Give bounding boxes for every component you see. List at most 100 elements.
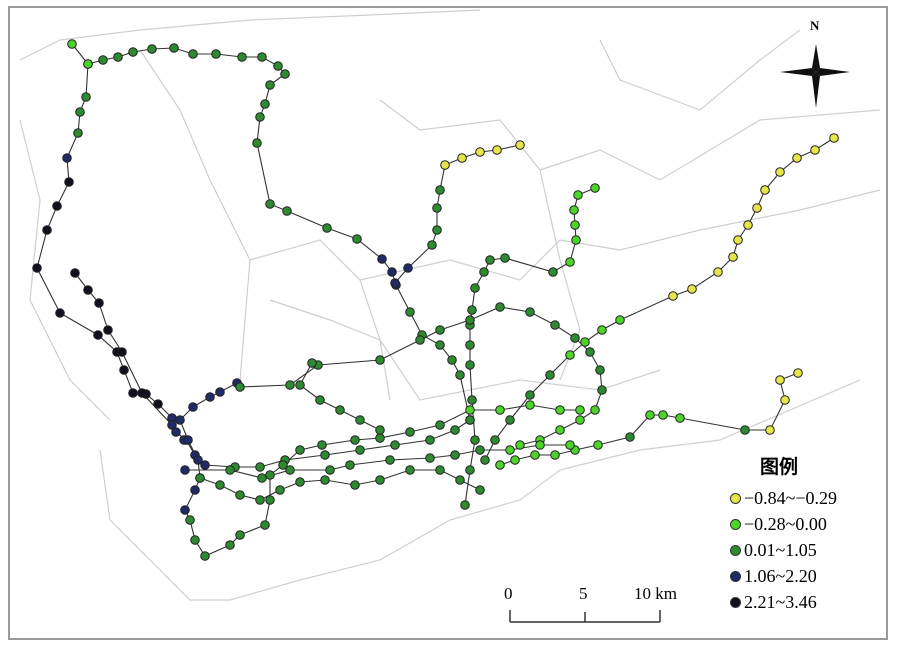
station-marker <box>580 337 590 347</box>
station-marker <box>427 240 437 250</box>
station-marker <box>645 410 655 420</box>
station-marker <box>465 360 475 370</box>
station-marker <box>675 413 685 423</box>
legend-label: −0.84~−0.29 <box>744 487 838 508</box>
legend-label: 0.01~1.05 <box>744 539 817 560</box>
station-marker <box>350 435 360 445</box>
station-marker <box>565 257 575 267</box>
station-marker <box>282 206 292 216</box>
station-marker <box>740 425 750 435</box>
station-marker <box>590 405 600 415</box>
station-marker <box>117 347 127 357</box>
station-marker <box>315 395 325 405</box>
station-marker <box>525 307 535 317</box>
station-marker <box>465 415 475 425</box>
station-marker <box>352 234 362 244</box>
station-marker <box>235 382 245 392</box>
station-marker <box>73 128 83 138</box>
station-marker <box>345 460 355 470</box>
station-marker <box>415 335 425 345</box>
station-marker <box>377 254 387 264</box>
station-marker <box>235 530 245 540</box>
north-label: N <box>810 18 820 33</box>
station-marker <box>475 147 485 157</box>
station-marker <box>257 473 267 483</box>
station-marker <box>495 460 505 470</box>
station-marker <box>490 435 500 445</box>
station-marker <box>590 183 600 193</box>
station-marker <box>295 380 305 390</box>
station-marker <box>113 52 123 62</box>
station-marker <box>180 465 190 475</box>
station-marker <box>169 43 179 53</box>
station-marker <box>167 420 177 430</box>
legend-item: 1.06~2.20 <box>730 563 880 589</box>
district-boundaries <box>19 9 881 601</box>
station-marker <box>175 415 185 425</box>
district-boundary <box>539 169 581 381</box>
station-marker <box>285 465 295 475</box>
station-marker <box>492 145 502 155</box>
station-marker <box>780 395 790 405</box>
station-marker <box>545 370 555 380</box>
station-marker <box>467 305 477 315</box>
station-marker <box>550 320 560 330</box>
station-marker <box>515 440 525 450</box>
station-marker <box>570 333 580 343</box>
station-marker <box>190 535 200 545</box>
station-marker <box>255 112 265 122</box>
station-marker <box>658 410 668 420</box>
station-marker <box>375 475 385 485</box>
station-marker <box>450 425 460 435</box>
station-marker <box>565 350 575 360</box>
legend-item: −0.28~0.00 <box>730 511 880 537</box>
station-marker <box>569 205 579 215</box>
station-marker <box>425 453 435 463</box>
station-marker <box>775 167 785 177</box>
station-marker <box>355 445 365 455</box>
station-marker <box>435 420 445 430</box>
station-marker <box>128 47 138 57</box>
scale-label-5: 5 <box>579 584 588 603</box>
station-marker <box>387 267 397 277</box>
station-marker <box>200 460 210 470</box>
station-marker <box>810 145 820 155</box>
station-marker <box>64 177 74 187</box>
station-marker <box>103 325 113 335</box>
station-marker <box>525 400 535 410</box>
district-boundary <box>19 119 111 421</box>
station-marker <box>573 190 583 200</box>
legend-title: 图例 <box>760 456 799 478</box>
station-marker <box>55 308 65 318</box>
station-marker <box>375 425 385 435</box>
station-marker <box>775 375 785 385</box>
station-marker <box>505 415 515 425</box>
station-marker <box>465 340 475 350</box>
legend-swatch <box>730 596 741 608</box>
station-marker <box>322 223 332 233</box>
station-marker <box>432 203 442 213</box>
station-marker <box>570 220 580 230</box>
legend-swatch <box>730 544 741 556</box>
legend-swatch <box>730 492 741 504</box>
station-marker <box>200 551 210 561</box>
station-marker <box>435 465 445 475</box>
station-marker <box>237 52 247 62</box>
station-marker <box>403 263 413 273</box>
station-marker <box>183 435 193 445</box>
station-marker <box>147 44 157 54</box>
station-marker <box>555 425 565 435</box>
station-marker <box>83 59 93 69</box>
station-marker <box>215 480 225 490</box>
station-marker <box>375 355 385 365</box>
station-marker <box>215 387 225 397</box>
scale-label-10km: 10 km <box>634 584 677 603</box>
station-marker <box>687 284 697 294</box>
station-marker <box>265 80 275 90</box>
station-marker <box>548 267 558 277</box>
legend-label: −0.28~0.00 <box>744 513 827 534</box>
station-marker <box>67 39 77 49</box>
metro-line-1 <box>71 43 471 421</box>
station-marker <box>257 52 267 62</box>
station-marker <box>713 267 723 277</box>
